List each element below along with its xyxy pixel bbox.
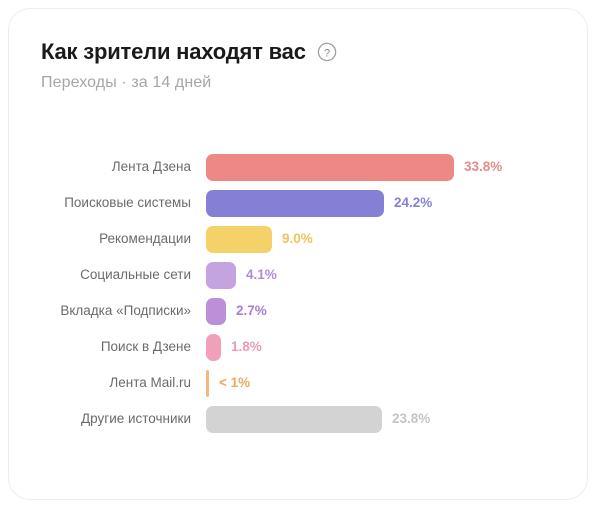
chart-bar-value: 33.8% — [464, 159, 503, 174]
chart-row: Другие источники 23.8% — [9, 401, 587, 437]
chart-row: Поиск в Дзене 1.8% — [9, 329, 587, 365]
chart-bar[interactable] — [206, 189, 384, 217]
chart-bar[interactable] — [206, 261, 236, 289]
chart-row: Лента Дзена 33.8% — [9, 149, 587, 185]
chart-bar-area: 24.2% — [206, 185, 587, 221]
chart-row: Социальные сети 4.1% — [9, 257, 587, 293]
chart-bar-value: < 1% — [219, 375, 251, 390]
chart-row: Поисковые системы 24.2% — [9, 185, 587, 221]
chart-bar-value: 23.8% — [392, 411, 431, 426]
chart-bar-value: 24.2% — [394, 195, 433, 210]
chart-bar[interactable] — [206, 405, 382, 433]
chart-bar[interactable] — [206, 153, 454, 181]
chart-row-label: Вкладка «Подписки» — [60, 303, 191, 318]
chart-bar-area: 9.0% — [206, 221, 587, 257]
chart-row-label: Лента Mail.ru — [109, 375, 191, 390]
chart-bar-value: 2.7% — [236, 303, 267, 318]
chart-bar[interactable] — [206, 297, 226, 325]
chart-bar-area: 33.8% — [206, 149, 587, 185]
page-title: Как зрители находят вас — [41, 39, 306, 64]
chart-row: Вкладка «Подписки» 2.7% — [9, 293, 587, 329]
chart-bar-value: 4.1% — [246, 267, 277, 282]
chart-bar-area: 1.8% — [206, 329, 587, 365]
chart-row: Лента Mail.ru < 1% — [9, 365, 587, 401]
chart-row-label: Социальные сети — [80, 267, 191, 282]
chart-bar[interactable] — [206, 369, 209, 397]
analytics-card: Как зрители находят вас ? Переходы · за … — [8, 8, 588, 500]
chart-row-label: Поисковые системы — [64, 195, 191, 210]
chart-bar[interactable] — [206, 333, 221, 361]
chart-bar[interactable] — [206, 225, 272, 253]
chart-row: Рекомендации 9.0% — [9, 221, 587, 257]
chart-row-label: Лента Дзена — [111, 159, 191, 174]
chart-bar-area: < 1% — [206, 365, 587, 401]
chart-bar-area: 2.7% — [206, 293, 587, 329]
chart-bar-value: 9.0% — [282, 231, 313, 246]
chart-row-label: Поиск в Дзене — [100, 339, 191, 354]
svg-text:?: ? — [324, 47, 330, 59]
title-row: Как зрители находят вас ? — [41, 39, 563, 65]
card-subtitle: Переходы · за 14 дней — [41, 74, 212, 91]
traffic-sources-bar-chart: Лента Дзена 33.8% Поисковые системы 24.2% Ре… — [9, 149, 587, 437]
card-header: Как зрители находят вас ? Переходы · за … — [41, 39, 563, 92]
chart-row-label: Другие источники — [81, 411, 191, 426]
chart-bar-value: 1.8% — [231, 339, 262, 354]
chart-bar-area: 23.8% — [206, 401, 587, 437]
chart-row-label: Рекомендации — [99, 231, 191, 246]
question-mark-circle-icon[interactable]: ? — [317, 42, 337, 62]
chart-bar-area: 4.1% — [206, 257, 587, 293]
